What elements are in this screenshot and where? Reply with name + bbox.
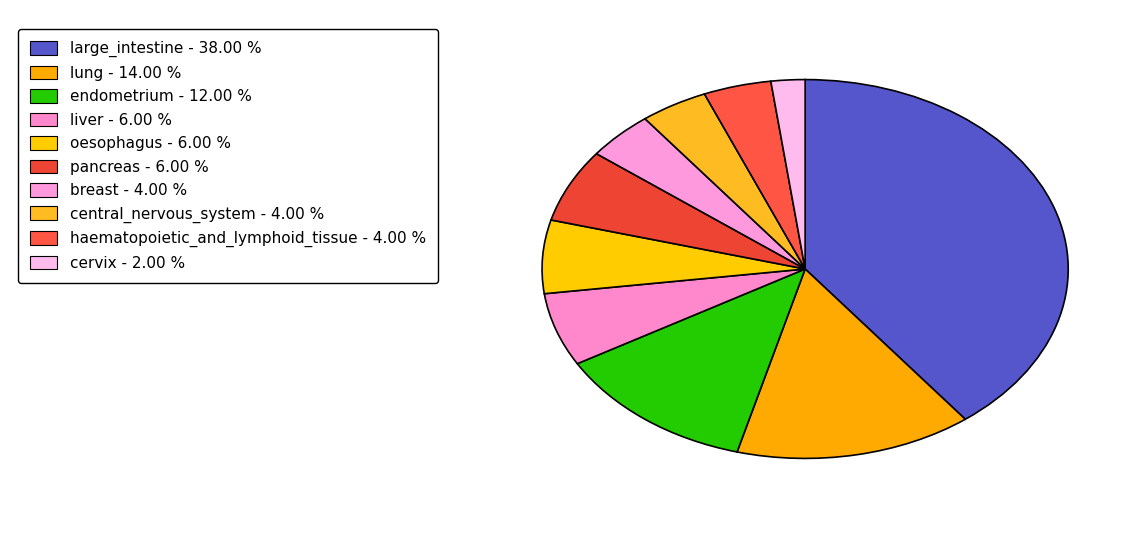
Wedge shape: [737, 269, 965, 458]
Wedge shape: [771, 80, 805, 269]
Wedge shape: [544, 269, 805, 364]
Wedge shape: [805, 80, 1068, 419]
Wedge shape: [577, 269, 805, 452]
Wedge shape: [704, 81, 805, 269]
Wedge shape: [551, 154, 805, 269]
Wedge shape: [645, 94, 805, 269]
Legend: large_intestine - 38.00 %, lung - 14.00 %, endometrium - 12.00 %, liver - 6.00 %: large_intestine - 38.00 %, lung - 14.00 …: [18, 29, 438, 283]
Wedge shape: [596, 119, 805, 269]
Wedge shape: [542, 220, 805, 294]
